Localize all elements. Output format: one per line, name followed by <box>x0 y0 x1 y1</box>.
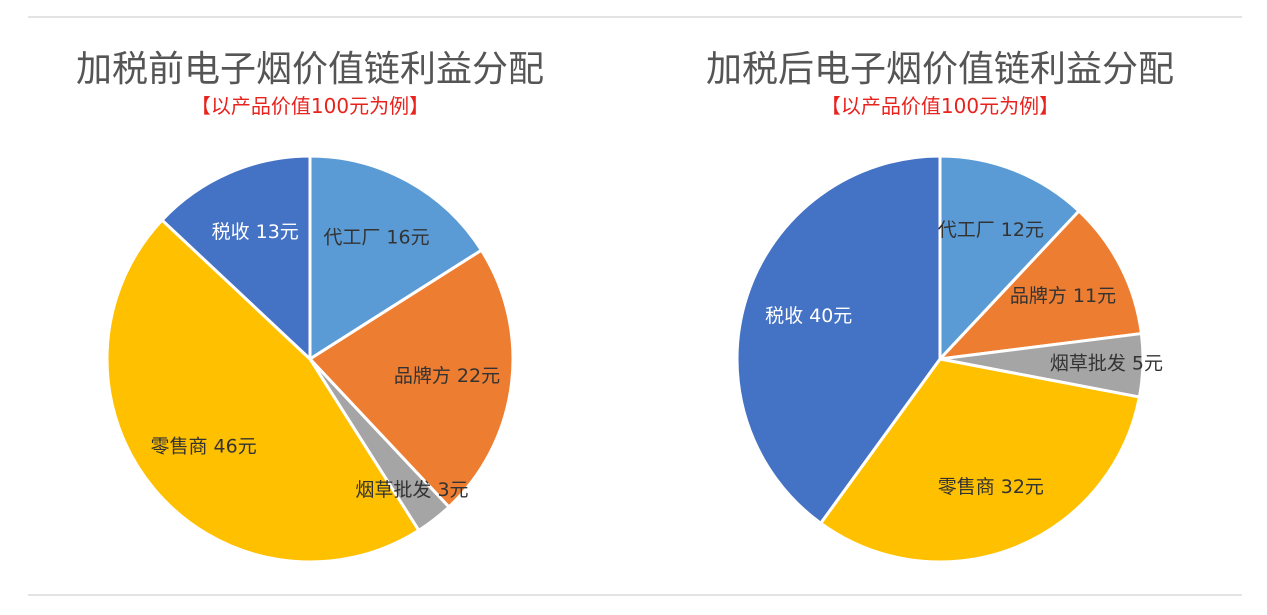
slice-label: 烟草批发 3元 <box>355 479 468 501</box>
pie-slice-1 <box>938 209 1143 361</box>
slice-label: 品牌方 22元 <box>394 365 500 387</box>
chart-subtitle: 【以产品价值100元为例】 <box>190 94 430 118</box>
slice-label: 代工厂 16元 <box>323 227 429 249</box>
bottom-divider <box>28 594 1242 596</box>
chart-title: 加税前电子烟价值链利益分配 <box>75 49 544 90</box>
pie-slice-4 <box>160 154 312 361</box>
slice-label: 税收 13元 <box>212 221 299 243</box>
top-divider <box>28 16 1242 18</box>
pie-slice-0 <box>308 154 483 361</box>
pie-slice-3 <box>105 218 421 564</box>
chart-title: 加税后电子烟价值链利益分配 <box>705 49 1174 90</box>
slice-label: 零售商 32元 <box>938 476 1044 498</box>
slice-label: 零售商 46元 <box>150 436 256 458</box>
pie-slice-0 <box>938 154 1081 361</box>
pie-slice-4 <box>735 154 942 525</box>
chart-subtitle: 【以产品价值100元为例】 <box>820 94 1060 118</box>
pie-slice-3 <box>819 357 1141 564</box>
chart-after-tax: 加税后电子烟价值链利益分配 【以产品价值100元为例】 代工厂 12元品牌方 1… <box>640 20 1240 590</box>
pie-slice-1 <box>308 248 515 509</box>
slice-label: 品牌方 11元 <box>1010 285 1116 307</box>
slice-label: 税收 40元 <box>765 305 852 327</box>
chart-before-tax: 加税前电子烟价值链利益分配 【以产品价值100元为例】 代工厂 16元品牌方 2… <box>10 20 610 590</box>
slice-label: 代工厂 12元 <box>938 219 1044 241</box>
slice-label: 烟草批发 5元 <box>1050 353 1163 375</box>
